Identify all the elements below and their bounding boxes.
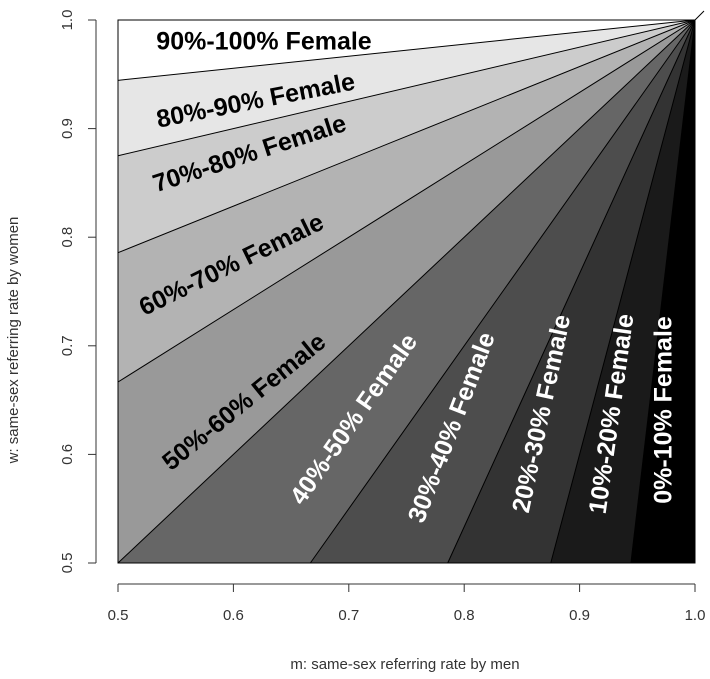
y-tick-label: 0.9 <box>59 118 76 139</box>
y-tick-label: 0.6 <box>59 444 76 465</box>
boundary-line <box>309 19 696 564</box>
x-tick-label: 0.8 <box>454 607 475 624</box>
region-label: 90%-100% Female <box>156 28 372 56</box>
y-tick-label: 0.8 <box>59 227 76 248</box>
boundary-line <box>117 19 696 564</box>
boundaries-layer <box>117 10 705 564</box>
x-tick-label: 0.7 <box>338 607 359 624</box>
x-axis-ticks: 0.5 0.6 0.7 0.8 0.9 1.0 <box>108 584 706 624</box>
y-tick-label: 0.7 <box>59 335 76 356</box>
y-tick-label: 0.5 <box>59 553 76 574</box>
plot-frame <box>117 19 696 564</box>
x-tick-label: 1.0 <box>685 607 706 624</box>
boundary-line <box>117 19 696 81</box>
boundary-line <box>117 19 696 254</box>
boundary-line <box>550 19 696 564</box>
y-tick-label: 1.0 <box>59 10 76 31</box>
corner-extension <box>694 10 705 21</box>
region-label: 0%-10% Female <box>650 316 678 504</box>
y-axis-title: w: same-sex referring rate by women <box>5 217 22 465</box>
y-axis-ticks: 0.5 0.6 0.7 0.8 0.9 1.0 <box>59 10 96 574</box>
x-tick-label: 0.6 <box>223 607 244 624</box>
boundary-line <box>447 19 696 564</box>
boundary-line <box>117 19 696 383</box>
x-tick-label: 0.5 <box>108 607 129 624</box>
x-axis-title: m: same-sex referring rate by men <box>290 656 519 673</box>
boundary-line <box>630 19 696 564</box>
boundary-line <box>117 19 696 157</box>
x-tick-label: 0.9 <box>569 607 590 624</box>
